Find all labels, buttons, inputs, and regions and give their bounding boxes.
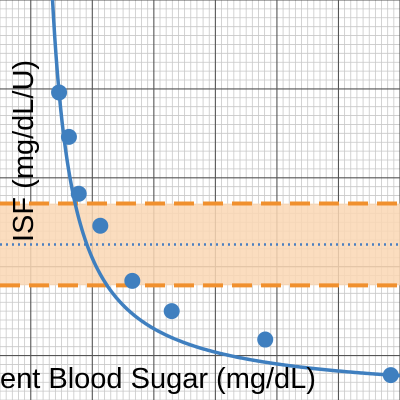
data-series — [50, 0, 400, 384]
reference-band — [0, 201, 400, 288]
y-axis-label: ISF (mg/dL/U) — [8, 60, 40, 242]
x-axis-label: ent Blood Sugar (mg/dL) — [0, 363, 316, 395]
data-point — [92, 217, 109, 234]
data-point — [51, 84, 68, 101]
data-point — [124, 272, 141, 289]
series-curve — [50, 0, 400, 378]
data-point — [70, 185, 87, 202]
data-point — [382, 367, 399, 384]
data-point — [163, 303, 180, 320]
data-point — [257, 331, 274, 348]
data-point — [60, 128, 77, 145]
